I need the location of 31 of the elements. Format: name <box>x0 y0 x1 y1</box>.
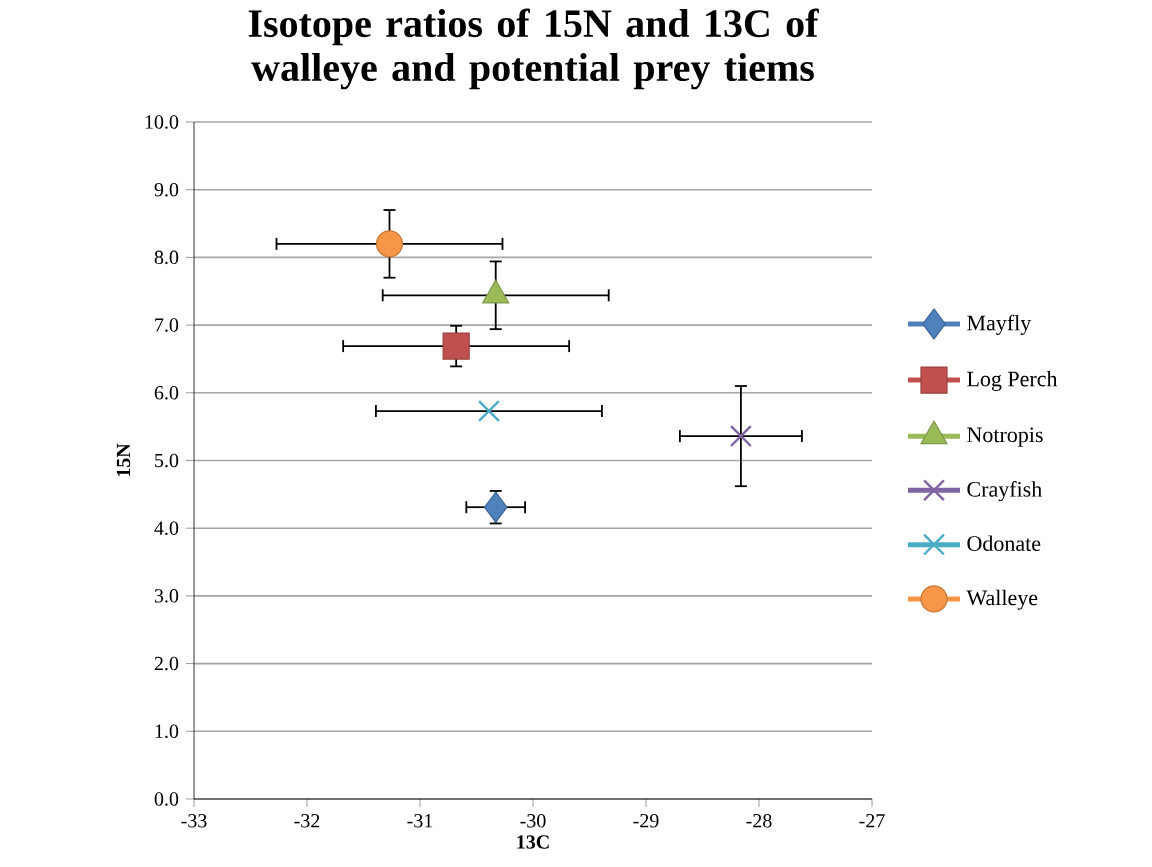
point <box>477 399 501 423</box>
y-tick-label: 0.0 <box>154 792 179 806</box>
y-tick-label: 10.0 <box>145 115 179 129</box>
y-tick-label: 2.0 <box>154 656 179 671</box>
x-tick-label: -30 <box>520 814 546 828</box>
x-tick-label: -29 <box>633 814 659 828</box>
x-tick-label: -33 <box>181 814 207 828</box>
chart-title: Isotope ratios of 15N and 13C of walleye and potential prey tiems <box>248 8 819 90</box>
y-tick-label: 5.0 <box>155 453 179 468</box>
x-tick-label: -27 <box>859 814 885 828</box>
point <box>442 332 470 360</box>
y-tick-label: 7.0 <box>155 318 179 332</box>
y-tick-label: 8.0 <box>154 250 179 265</box>
x-tick-label: -32 <box>294 814 320 828</box>
y-tick-label: 4.0 <box>154 521 179 535</box>
legend-label: Walleye <box>966 589 1038 610</box>
y-tick-label: 1.0 <box>155 724 179 739</box>
y-axis-title: 15N <box>116 443 131 477</box>
point <box>729 425 753 448</box>
y-tick-label: 6.0 <box>154 386 179 400</box>
point <box>375 230 404 258</box>
x-axis-title: 13C <box>517 835 549 849</box>
legend-label: Notropis <box>967 427 1043 447</box>
y-tick-label: 9.0 <box>154 182 179 197</box>
legend-label: Odonate <box>967 535 1041 551</box>
legend-label: Crayfish <box>967 481 1042 502</box>
x-tick-label: -28 <box>746 814 772 828</box>
y-tick-label: 3.0 <box>154 589 179 603</box>
x-tick-label: -31 <box>407 814 433 828</box>
legend-label: Log Perch <box>967 370 1058 391</box>
legend-label: Mayfly <box>967 314 1032 335</box>
